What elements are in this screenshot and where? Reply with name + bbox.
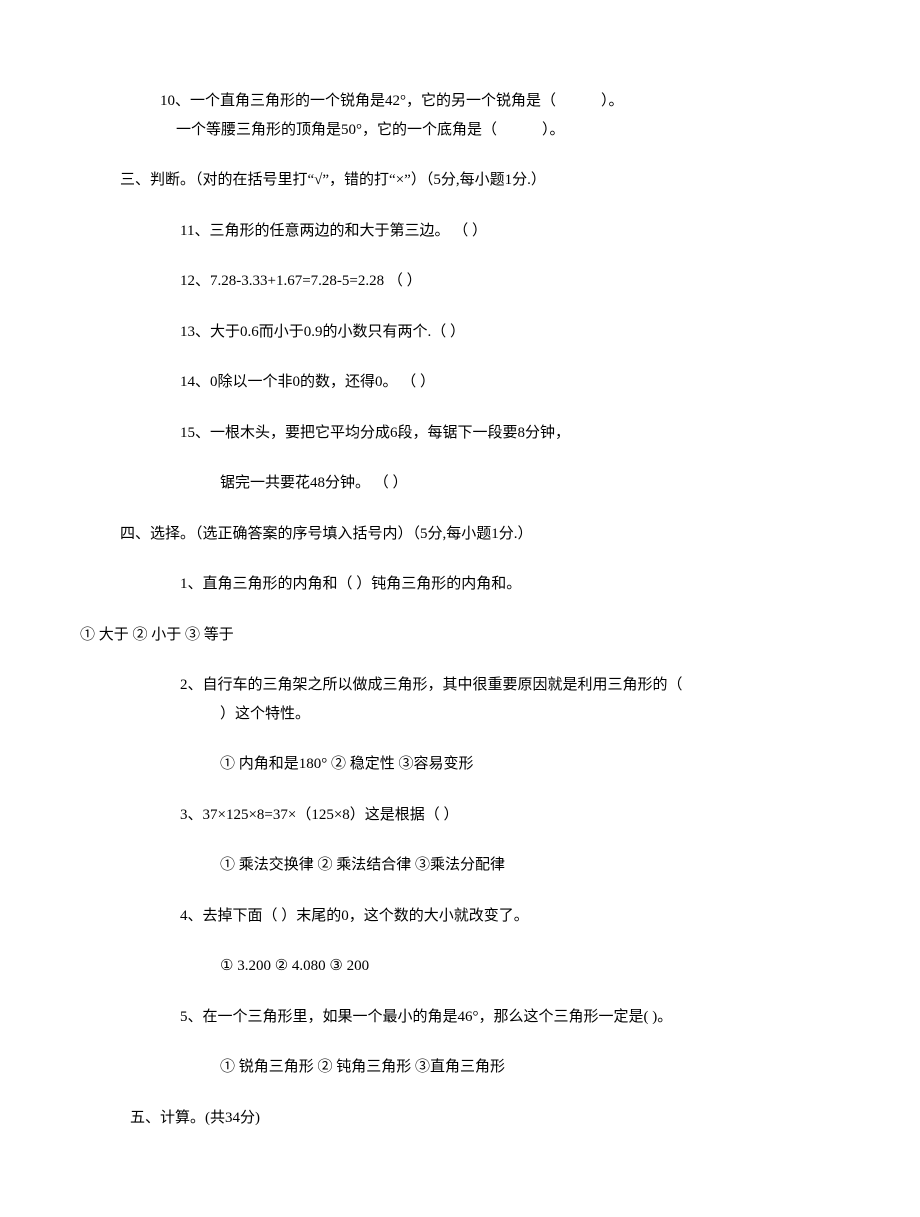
question-10-line-1: 10、一个直角三角形的一个锐角是42°，它的另一个锐角是（ ）。: [160, 90, 840, 113]
s4-question-2-line-2: ）这个特性。: [220, 703, 840, 726]
section-3-header: 三、判断。（对的在括号里打“√”，错的打“×”）（5分,每小题1分.）: [120, 169, 840, 192]
s4-question-5: 5、在一个三角形里，如果一个最小的角是46°，那么这个三角形一定是( )。: [180, 1006, 840, 1029]
question-15-line-2: 锯完一共要花48分钟。 （ ）: [220, 472, 840, 495]
s4-question-5-options: ① 锐角三角形 ② 钝角三角形 ③直角三角形: [220, 1056, 840, 1079]
s4-question-1-options: ① 大于 ② 小于 ③ 等于: [80, 624, 840, 647]
s4-question-3: 3、37×125×8=37×（125×8）这是根据（ ）: [180, 804, 840, 827]
s4-question-2-line-1: 2、自行车的三角架之所以做成三角形，其中很重要原因就是利用三角形的（: [180, 674, 840, 697]
s4-question-3-options: ① 乘法交换律 ② 乘法结合律 ③乘法分配律: [220, 854, 840, 877]
question-11: 11、三角形的任意两边的和大于第三边。 （ ）: [180, 220, 840, 243]
section-4-header: 四、选择。（选正确答案的序号填入括号内）（5分,每小题1分.）: [120, 523, 840, 546]
s4-question-4: 4、去掉下面（ ）末尾的0，这个数的大小就改变了。: [180, 905, 840, 928]
question-12: 12、7.28-3.33+1.67=7.28-5=2.28 （ ）: [180, 270, 840, 293]
question-13: 13、大于0.6而小于0.9的小数只有两个.（ ）: [180, 321, 840, 344]
s4-question-4-options: ① 3.200 ② 4.080 ③ 200: [220, 955, 840, 978]
s4-question-1: 1、直角三角形的内角和（ ）钝角三角形的内角和。: [180, 573, 840, 596]
question-14: 14、0除以一个非0的数，还得0。 （ ）: [180, 371, 840, 394]
section-5-header: 五、计算。(共34分): [130, 1107, 840, 1130]
question-10-line-2: 一个等腰三角形的顶角是50°，它的一个底角是（ ）。: [176, 119, 840, 142]
s4-question-2-options: ① 内角和是180° ② 稳定性 ③容易变形: [220, 753, 840, 776]
question-15-line-1: 15、一根木头，要把它平均分成6段，每锯下一段要8分钟，: [180, 422, 840, 445]
